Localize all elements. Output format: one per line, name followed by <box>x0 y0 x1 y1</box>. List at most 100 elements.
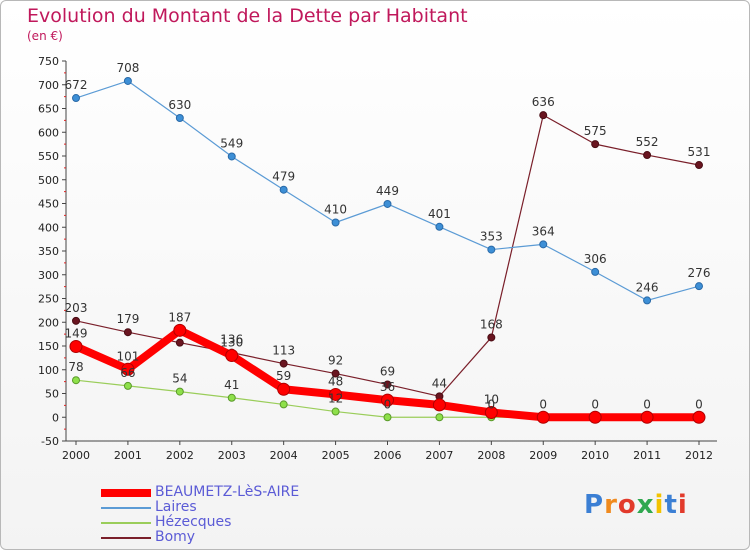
data-point-bomy <box>695 161 703 170</box>
data-label-beaumetz: 10 <box>484 393 499 407</box>
data-label-beaumetz: 36 <box>380 380 395 394</box>
y-tick-label: 550 <box>38 150 59 163</box>
data-point-hezecques <box>435 413 444 422</box>
data-point-laires <box>643 296 652 305</box>
data-point-bomy <box>539 111 548 120</box>
y-tick-label: 50 <box>45 388 59 401</box>
legend-label-bomy: Bomy <box>155 529 196 545</box>
data-label-laires: 306 <box>584 252 607 266</box>
legend-item-bomy: Bomy <box>101 529 361 546</box>
data-label-laires: 630 <box>168 98 191 112</box>
logo-letter: r <box>604 490 618 520</box>
data-label-bomy: 575 <box>584 124 607 138</box>
data-label-bomy: 44 <box>432 376 447 390</box>
legend-item-laires: Laires <box>101 499 361 516</box>
legend-swatch-hezecques <box>101 522 151 524</box>
legend-label-beaumetz: BEAUMETZ-LèS-AIRE <box>155 484 300 500</box>
data-point-beaumetz <box>225 349 239 362</box>
data-label-bomy: 636 <box>532 95 555 109</box>
data-label-laires: 410 <box>324 203 347 217</box>
x-tick-label: 2012 <box>685 449 713 462</box>
data-point-beaumetz <box>381 393 394 407</box>
data-point-bomy <box>331 369 340 378</box>
data-label-beaumetz: 101 <box>116 349 139 363</box>
data-point-beaumetz <box>536 410 550 424</box>
legend-item-beaumetz: BEAUMETZ-LèS-AIRE <box>101 484 361 501</box>
data-label-bomy: 168 <box>480 317 503 331</box>
x-tick-label: 2011 <box>633 449 661 462</box>
data-point-hezecques <box>72 376 80 385</box>
x-tick-label: 2009 <box>529 449 557 462</box>
data-point-hezecques <box>175 387 184 396</box>
data-label-hezecques: 78 <box>68 360 83 374</box>
data-label-hezecques: 41 <box>224 378 239 392</box>
data-point-laires <box>435 222 444 231</box>
y-tick-label: -50 <box>41 435 59 448</box>
data-label-hezecques: 0 <box>384 397 392 411</box>
data-label-beaumetz: 0 <box>591 397 599 411</box>
data-label-laires: 549 <box>220 136 243 150</box>
x-tick-label: 2004 <box>270 449 298 462</box>
data-label-beaumetz: 130 <box>220 336 243 350</box>
x-tick-label: 2010 <box>581 449 609 462</box>
y-tick-label: 400 <box>38 221 59 234</box>
x-tick-label: 2000 <box>62 449 90 462</box>
legend-swatch-beaumetz <box>101 489 151 497</box>
data-point-laires <box>383 199 392 208</box>
legend-swatch-laires <box>101 507 151 509</box>
y-tick-label: 0 <box>52 411 59 424</box>
y-tick-label: 150 <box>38 340 59 353</box>
data-point-beaumetz <box>692 410 706 424</box>
x-tick-label: 2002 <box>166 449 194 462</box>
data-point-beaumetz <box>484 406 498 419</box>
data-point-laires <box>175 114 184 122</box>
data-label-hezecques: 54 <box>172 372 187 386</box>
logo-letter: x <box>636 490 655 520</box>
legend: BEAUMETZ-LèS-AIRE Laires Hézecques Bomy <box>101 484 361 546</box>
chart-title: Evolution du Montant de la Dette par Hab… <box>27 5 468 27</box>
logo-letter: i <box>654 490 665 520</box>
data-label-bomy: 69 <box>380 364 395 378</box>
logo-letter: i <box>677 490 688 520</box>
data-point-hezecques <box>227 393 236 402</box>
y-tick-label: 500 <box>38 174 59 187</box>
data-point-hezecques <box>123 381 132 390</box>
proxiti-logo: Proxiti <box>584 490 688 520</box>
data-label-bomy: 92 <box>328 354 343 368</box>
data-point-hezecques <box>279 400 288 409</box>
y-tick-label: 350 <box>38 245 59 258</box>
data-point-laires <box>591 267 600 276</box>
data-point-laires <box>695 282 703 291</box>
data-label-laires: 353 <box>480 230 503 244</box>
y-tick-label: 600 <box>38 126 59 139</box>
data-point-laires <box>123 76 132 85</box>
data-label-beaumetz: 187 <box>168 310 191 324</box>
data-point-laires <box>227 152 236 161</box>
legend-label-laires: Laires <box>155 499 197 515</box>
y-tick-label: 750 <box>38 55 59 68</box>
x-tick-label: 2008 <box>477 449 505 462</box>
data-point-laires <box>539 240 548 249</box>
data-point-bomy <box>487 333 496 342</box>
data-label-laires: 672 <box>65 78 88 92</box>
data-label-bomy: 552 <box>636 135 659 149</box>
data-point-bomy <box>123 328 132 337</box>
y-tick-label: 250 <box>38 293 59 306</box>
data-point-beaumetz <box>640 410 654 424</box>
data-label-beaumetz: 0 <box>695 397 703 411</box>
data-point-beaumetz <box>69 339 83 353</box>
legend-swatch-bomy <box>101 537 151 539</box>
data-label-beaumetz: 48 <box>328 374 343 388</box>
data-label-hezecques: 66 <box>120 366 135 380</box>
data-label-laires: 364 <box>532 224 555 238</box>
data-label-hezecques: 12 <box>328 392 343 406</box>
data-label-bomy: 203 <box>65 301 88 315</box>
y-tick-label: 200 <box>38 316 59 329</box>
data-label-hezecques: 0 <box>488 397 496 411</box>
data-point-bomy <box>591 140 600 149</box>
data-label-beaumetz: 0 <box>643 397 651 411</box>
y-tick-label: 700 <box>38 79 59 92</box>
data-label-laires: 276 <box>688 266 711 280</box>
